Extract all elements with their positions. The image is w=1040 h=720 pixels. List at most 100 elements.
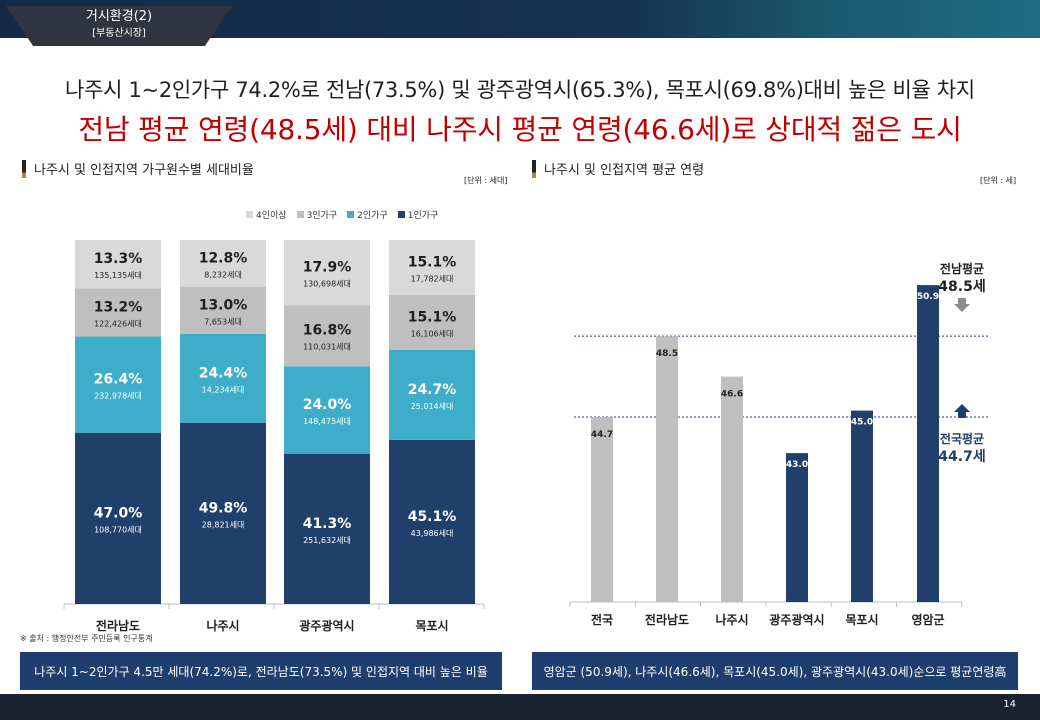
- bar-segment: [75, 240, 161, 289]
- section-tab-title: 거시환경(2): [85, 9, 153, 24]
- data-label-count: 43,986세대: [411, 529, 454, 538]
- data-label-count: 135,135세대: [94, 271, 142, 280]
- bar-segment: [284, 305, 370, 367]
- x-tick-label: 전라남도: [645, 612, 689, 627]
- data-label-percent: 26.4%: [94, 372, 143, 388]
- data-label-count: 16,106세대: [411, 329, 454, 338]
- x-tick-label: 나주시: [206, 618, 239, 633]
- bar: [721, 376, 743, 602]
- bar-segment: [75, 432, 161, 604]
- data-label-count: 110,031세대: [303, 343, 351, 352]
- data-label-percent: 41.3%: [303, 516, 352, 532]
- bar-segment: [389, 294, 475, 350]
- right-section-title-text: 나주시 및 인접지역 평균 연령: [544, 163, 705, 178]
- x-tick-label: 광주광역시: [299, 618, 354, 633]
- legend-item-1: 1인가구: [397, 208, 439, 221]
- x-tick-label: 전국: [591, 612, 613, 627]
- arrow-down-icon: [954, 298, 970, 312]
- data-label-count: 148,475세대: [303, 417, 351, 426]
- data-label-percent: 15.1%: [408, 309, 457, 325]
- data-label-percent: 13.0%: [199, 297, 248, 313]
- bar: [591, 416, 613, 602]
- bar-segment: [180, 333, 266, 423]
- section-tab: [6, 6, 232, 46]
- x-tick-label: 나주시: [715, 612, 748, 627]
- left-summary-box: 나주시 1~2인가구 4.5만 세대(74.2%)로, 전라남도(73.5%) …: [20, 652, 502, 690]
- x-tick-label: 전라남도: [96, 618, 140, 633]
- stack-legend: 4인이상 3인가구 2인가구 1인가구: [246, 208, 438, 221]
- left-section-title: 나주시 및 인접지역 가구원수별 세대비율: [22, 159, 254, 178]
- bar-segment: [389, 439, 475, 604]
- bar: [851, 410, 873, 602]
- left-section-title-text: 나주시 및 인접지역 가구원수별 세대비율: [34, 163, 254, 178]
- data-label-percent: 24.4%: [199, 365, 248, 381]
- legend-label: 2인가구: [357, 211, 388, 221]
- legend-item-4plus: 4인이상: [246, 208, 287, 221]
- left-summary-text: 나주시 1~2인가구 4.5만 세대(74.2%)로, 전라남도(73.5%) …: [34, 664, 488, 679]
- right-summary-box: 영암군 (50.9세), 나주시(46.6세), 목포시(45.0세), 광주광…: [532, 652, 1018, 690]
- right-summary-text: 영암군 (50.9세), 나주시(46.6세), 목포시(45.0세), 광주광…: [543, 664, 1007, 679]
- bar-segment: [284, 453, 370, 604]
- data-label-count: 130,698세대: [303, 280, 351, 289]
- bar-segment: [180, 240, 266, 287]
- x-tick-label: 목포시: [845, 613, 878, 627]
- data-label-percent: 15.1%: [408, 254, 457, 270]
- x-tick-label: 영암군: [911, 612, 944, 627]
- section-marker-icon: [22, 159, 26, 178]
- legend-item-3: 3인가구: [296, 208, 338, 221]
- left-unit-label: [단위 : 세대]: [464, 176, 508, 185]
- data-label-percent: 17.9%: [303, 260, 352, 276]
- bar-segment: [180, 286, 266, 334]
- x-tick-label: 광주광역시: [769, 612, 824, 627]
- jeonnam-avg-value: 48.5세: [938, 279, 985, 295]
- right-unit-label: [단위 : 세]: [980, 176, 1017, 185]
- national-avg-label: 전국평균: [940, 431, 984, 446]
- section-marker-icon: [532, 159, 536, 178]
- data-label-percent: 12.8%: [199, 250, 248, 266]
- legend-label: 1인가구: [407, 211, 439, 221]
- bar: [656, 336, 678, 602]
- national-avg-value: 44.7세: [938, 449, 985, 465]
- bar-segment: [284, 366, 370, 454]
- data-label-percent: 24.0%: [303, 397, 352, 413]
- x-tick-label: 목포시: [415, 619, 448, 633]
- data-label-percent: 13.2%: [94, 300, 143, 316]
- data-label: 44.7: [591, 430, 613, 440]
- data-label: 43.0: [786, 460, 808, 470]
- data-label-count: 122,426세대: [94, 320, 142, 329]
- jeonnam-avg-label: 전남평균: [940, 261, 984, 276]
- data-label-percent: 16.8%: [303, 323, 352, 339]
- data-label-percent: 47.0%: [94, 505, 143, 521]
- headline-line2: 전남 평균 연령(48.5세) 대비 나주시 평균 연령(46.6세)로 상대적…: [78, 113, 962, 146]
- bar-segment: [389, 349, 475, 440]
- data-label: 46.6: [721, 390, 743, 400]
- page-number: 14: [1003, 699, 1016, 710]
- data-label-count: 232,978세대: [94, 392, 142, 401]
- data-label-percent: 45.1%: [408, 509, 457, 525]
- data-label-count: 108,770세대: [94, 525, 142, 534]
- data-label-count: 251,632세대: [303, 536, 351, 545]
- data-label-count: 25,014세대: [411, 402, 454, 411]
- section-tab-subtitle: [부동산시장]: [92, 28, 146, 39]
- data-label-percent: 49.8%: [199, 500, 248, 516]
- right-section-title: 나주시 및 인접지역 평균 연령: [532, 159, 704, 178]
- data-label-count: 14,234세대: [202, 385, 245, 394]
- bar: [786, 453, 808, 602]
- bar-segment: [180, 422, 266, 604]
- bar-segment: [389, 240, 475, 295]
- data-label-percent: 24.7%: [408, 382, 457, 398]
- bar-segment: [284, 240, 370, 306]
- headline-line1: 나주시 1~2인가구 74.2%로 전남(73.5%) 및 광주광역시(65.3…: [65, 78, 975, 102]
- bar: [917, 285, 939, 602]
- legend-label: 4인이상: [256, 211, 287, 221]
- legend-label: 3인가구: [306, 211, 338, 221]
- data-label: 45.0: [851, 418, 873, 428]
- legend-swatch: [296, 211, 304, 218]
- data-label-percent: 13.3%: [94, 251, 143, 267]
- data-label-count: 28,821세대: [202, 520, 245, 529]
- legend-item-2: 2인가구: [347, 208, 388, 221]
- data-label: 48.5: [656, 349, 678, 359]
- data-label: 50.9: [917, 292, 939, 302]
- data-label-count: 7,653세대: [204, 317, 242, 326]
